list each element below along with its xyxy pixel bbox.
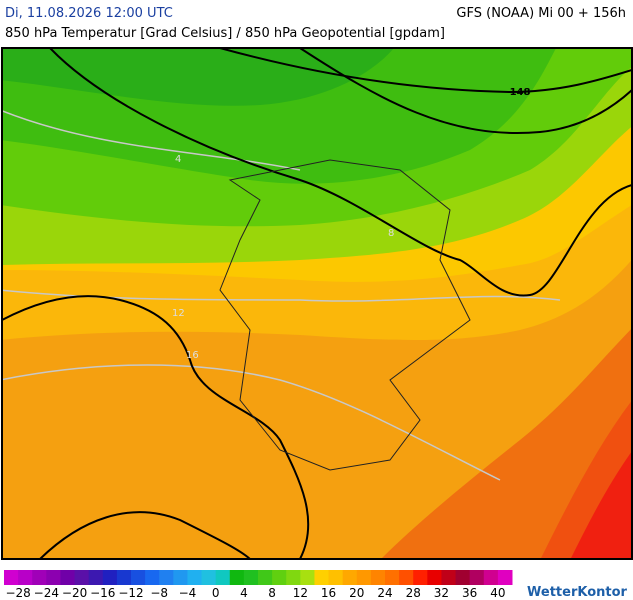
- legend-tick-label: 16: [321, 586, 336, 600]
- legend-tick-label: 4: [240, 586, 248, 600]
- legend-swatch: [413, 570, 428, 585]
- legend-tick-label: 28: [406, 586, 421, 600]
- legend-swatch: [385, 570, 400, 585]
- legend-tick-label: 32: [434, 586, 449, 600]
- datetime: Di, 11.08.2026 12:00 UTC: [5, 6, 173, 21]
- legend-tick-label: −4: [179, 586, 197, 600]
- legend-swatch: [32, 570, 47, 585]
- color-legend: −28 −24 −20 −16 −12 −8 −4 0 4 8 12 16 20 24 28 32 36 40: [4, 570, 513, 600]
- legend-swatch: [215, 570, 231, 585]
- legend-tick-label: 12: [293, 586, 308, 600]
- legend-swatch: [314, 570, 330, 585]
- legend-swatch: [102, 570, 118, 585]
- legend-tick-label: −28: [5, 586, 30, 600]
- legend-swatch: [328, 570, 344, 585]
- legend-swatch: [18, 570, 33, 585]
- legend-swatch: [187, 570, 203, 585]
- legend-swatch: [131, 570, 146, 585]
- legend-tick-label: 8: [268, 586, 276, 600]
- legend-swatch: [173, 570, 188, 585]
- contour-label: 12: [172, 308, 185, 319]
- legend-swatch: [427, 570, 442, 585]
- legend-swatch: [272, 570, 287, 585]
- legend-tick-label: −12: [118, 586, 143, 600]
- map-frame: [1, 47, 633, 560]
- legend-swatch: [497, 570, 513, 585]
- model-run: GFS (NOAA) Mi 00 + 156h: [456, 6, 626, 21]
- contour-label: 8: [388, 228, 394, 239]
- legend-tick-label: −8: [150, 586, 168, 600]
- legend-swatch: [243, 570, 259, 585]
- legend-tick-label: 40: [490, 586, 505, 600]
- legend-swatch: [441, 570, 457, 585]
- contour-label: 16: [186, 350, 199, 361]
- legend-swatch: [229, 570, 245, 585]
- legend-swatch: [469, 570, 485, 585]
- brand: WetterKontor: [527, 585, 628, 600]
- subtitle: 850 hPa Temperatur [Grad Celsius] / 850 …: [5, 26, 446, 41]
- legend-swatch: [258, 570, 273, 585]
- legend-tick-label: −16: [90, 586, 115, 600]
- legend-swatch: [300, 570, 315, 585]
- legend-tick-label: −20: [62, 586, 87, 600]
- legend-swatch: [201, 570, 217, 585]
- legend-swatch: [116, 570, 132, 585]
- legend-swatch: [46, 570, 61, 585]
- legend-tick-label: 0: [212, 586, 220, 600]
- temperature-field: [2, 48, 632, 559]
- legend-swatch: [356, 570, 372, 585]
- legend-tick-label: 24: [377, 586, 392, 600]
- legend-swatch: [60, 570, 76, 585]
- legend-swatch: [145, 570, 160, 585]
- legend-swatch: [88, 570, 104, 585]
- legend-tick-label: 20: [349, 586, 364, 600]
- legend-swatch: [4, 570, 19, 585]
- legend-swatch: [399, 570, 414, 585]
- legend-swatch: [455, 570, 471, 585]
- contour-label: 4: [175, 154, 181, 165]
- legend-swatch: [74, 570, 90, 585]
- legend-swatch: [159, 570, 174, 585]
- legend-tick-label: 36: [462, 586, 477, 600]
- legend-swatch: [483, 570, 499, 585]
- legend-swatch: [342, 570, 358, 585]
- legend-tick-label: −24: [34, 586, 59, 600]
- legend-swatch: [286, 570, 301, 585]
- legend-swatch: [370, 570, 386, 585]
- contour-label: 148: [510, 87, 531, 98]
